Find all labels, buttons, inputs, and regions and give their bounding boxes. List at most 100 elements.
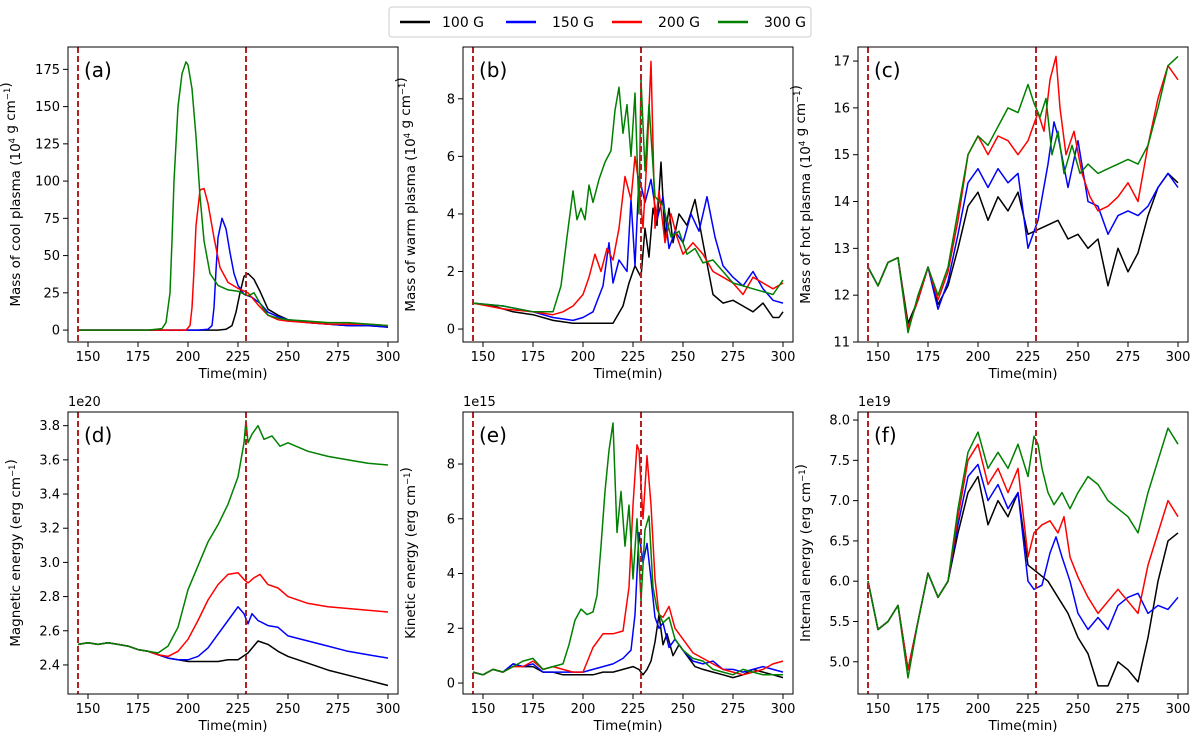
- y-tick-label: 4: [447, 207, 455, 222]
- x-axis-label: Time(min): [592, 366, 662, 382]
- plot-frame: [857, 46, 1189, 343]
- x-tick-label: 250: [276, 702, 301, 717]
- plot-frame: [857, 411, 1189, 695]
- series-line-100g: [472, 161, 784, 325]
- x-tick-label: 275: [1116, 702, 1141, 717]
- x-tick-label: 250: [1066, 702, 1091, 717]
- x-tick-label: 150: [471, 702, 496, 717]
- x-tick-label: 250: [1066, 350, 1091, 365]
- y-axis-label: Mass of hot plasma (104 g cm−1): [788, 85, 814, 304]
- y-tick-label: 2: [447, 622, 455, 637]
- y-tick-label: 3.2: [39, 522, 60, 537]
- y-tick-label: 50: [43, 249, 60, 264]
- y-tick-label: 8.0: [829, 414, 850, 429]
- panel-label: (c): [874, 58, 901, 82]
- x-tick-label: 175: [126, 350, 151, 365]
- y-tick-label: 5.0: [829, 655, 850, 670]
- x-tick-label: 300: [771, 702, 796, 717]
- plot-frame: [67, 411, 399, 695]
- x-tick-label: 225: [1016, 350, 1041, 365]
- y-tick-label: 150: [35, 100, 60, 115]
- series-line-200g: [78, 187, 389, 331]
- y-axis-label: Mass of warm plasma (104 g cm−1): [393, 77, 419, 311]
- y-tick-label: 6.0: [829, 575, 850, 590]
- chart-panel: 150 175 200 225 250 275 300 5.0 5.5 6.0 6.5 7.0 7.5 8…: [793, 395, 1190, 734]
- series-line-100g: [472, 613, 784, 679]
- chart-panel: 150 175 200 225 250 275 300 0 2 4 6 8 Time(min) Mass …: [393, 46, 795, 382]
- x-tick-label: 175: [126, 702, 151, 717]
- x-axis-label: Time(min): [987, 718, 1057, 734]
- legend-label-200g: 200 G: [658, 15, 700, 31]
- series-line-300g: [867, 427, 1179, 679]
- chart-panel: 150 175 200 225 250 275 300 0 2 4 6 8 1e15 Time(min) K…: [398, 395, 795, 734]
- y-tick-label: 7.5: [829, 454, 850, 469]
- x-tick-label: 225: [226, 702, 251, 717]
- x-tick-label: 275: [721, 702, 746, 717]
- panel-label: (a): [84, 58, 112, 82]
- y-tick-label: 6: [447, 512, 455, 527]
- series-group: [867, 412, 1179, 694]
- series-line-300g: [472, 422, 783, 676]
- chart-panel: 150 175 200 225 250 275 300 0 25 50 75 100 125 150 175…: [0, 46, 401, 382]
- panel-label: (e): [479, 423, 507, 447]
- y-tick-label: 14: [833, 195, 850, 210]
- y-tick-label: 0: [52, 324, 60, 339]
- x-tick-label: 150: [866, 702, 891, 717]
- y-axis-label: Mass of cool plasma (104 g cm−1): [0, 82, 24, 306]
- plot-frame: [462, 46, 794, 343]
- y-tick-label: 2.4: [39, 658, 60, 673]
- series-line-300g: [77, 419, 389, 654]
- x-tick-label: 300: [376, 702, 401, 717]
- series-group: [867, 47, 1179, 342]
- series-line-200g: [472, 444, 784, 676]
- y-tick-label: 11: [833, 336, 850, 351]
- legend-label-300g: 300 G: [764, 15, 806, 31]
- y-tick-label: 5.5: [829, 615, 850, 630]
- series-line-300g: [472, 77, 784, 313]
- y-axis-label: Internal energy (erg cm−1): [793, 464, 814, 642]
- y-tick-label: 2.8: [39, 590, 60, 605]
- series-group: [472, 47, 784, 342]
- panel-label: (b): [479, 58, 507, 82]
- series-line-200g: [472, 60, 784, 316]
- axis-offset-text: 1e15: [463, 395, 496, 410]
- series-line-100g: [78, 272, 389, 331]
- plot-frame: [67, 46, 399, 343]
- series-line-150g: [77, 606, 389, 661]
- y-tick-label: 4: [447, 567, 455, 582]
- x-tick-label: 225: [621, 702, 646, 717]
- y-tick-label: 3.0: [39, 556, 60, 571]
- x-tick-label: 275: [326, 350, 351, 365]
- y-tick-label: 2.6: [39, 624, 60, 639]
- x-tick-label: 200: [966, 350, 991, 365]
- series-group: [77, 412, 389, 694]
- axis-offset-text: 1e20: [68, 395, 101, 410]
- x-tick-label: 300: [1166, 702, 1191, 717]
- plot-frame: [462, 411, 794, 695]
- x-tick-label: 250: [276, 350, 301, 365]
- x-tick-label: 225: [621, 350, 646, 365]
- x-axis-label: Time(min): [592, 718, 662, 734]
- x-tick-label: 225: [226, 350, 251, 365]
- series-line-100g: [77, 640, 389, 687]
- x-tick-label: 300: [1166, 350, 1191, 365]
- y-tick-label: 6.5: [829, 534, 850, 549]
- y-tick-label: 0: [447, 677, 455, 692]
- x-tick-label: 200: [176, 350, 201, 365]
- series-line-150g: [472, 175, 784, 322]
- x-tick-label: 150: [866, 350, 891, 365]
- x-tick-label: 275: [1116, 350, 1141, 365]
- x-tick-label: 300: [376, 350, 401, 365]
- x-tick-label: 200: [176, 702, 201, 717]
- y-tick-label: 2: [447, 265, 455, 280]
- x-axis-label: Time(min): [197, 366, 267, 382]
- x-tick-label: 175: [521, 350, 546, 365]
- y-tick-label: 15: [833, 148, 850, 163]
- chart-panel: 150 175 200 225 250 275 300 2.4 2.6 2.8 3.0 3.2 3.4 3…: [3, 395, 400, 734]
- x-axis-label: Time(min): [197, 718, 267, 734]
- legend-frame: [388, 6, 812, 38]
- y-tick-label: 6: [447, 150, 455, 165]
- y-tick-label: 125: [35, 137, 60, 152]
- x-tick-label: 150: [76, 350, 101, 365]
- y-tick-label: 0: [447, 323, 455, 338]
